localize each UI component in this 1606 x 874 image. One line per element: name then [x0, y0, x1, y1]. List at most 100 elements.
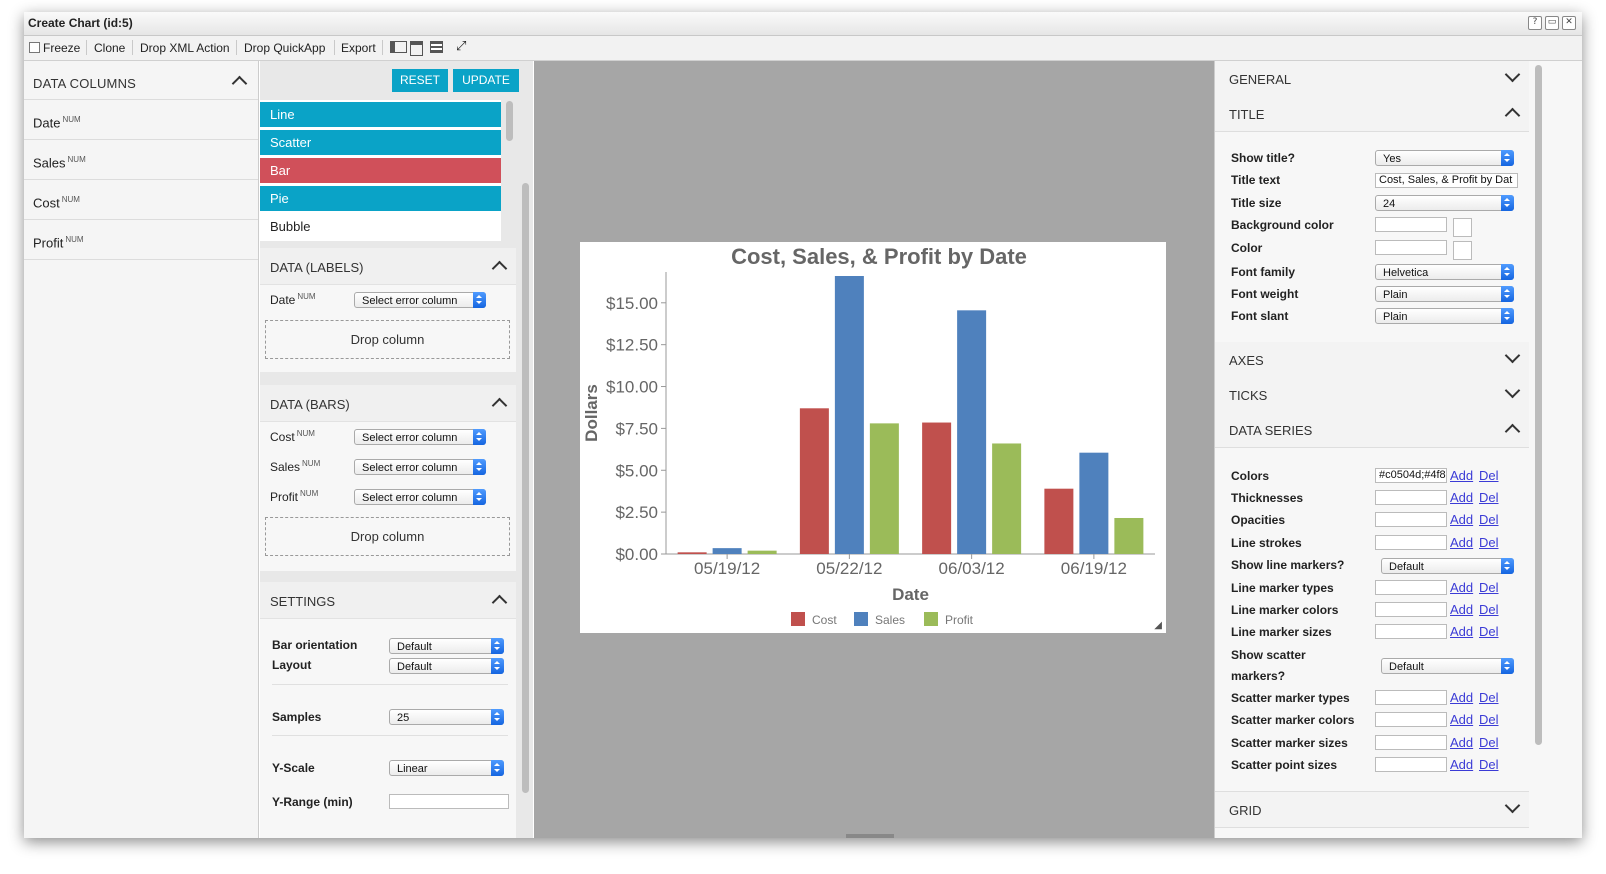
ticks-section-header[interactable]: TICKS	[1215, 377, 1529, 413]
error-column-select[interactable]: Select error column	[354, 459, 486, 475]
data-columns-header[interactable]: DATA COLUMNS	[24, 61, 258, 100]
collapse-chevron-icon[interactable]	[231, 75, 248, 92]
scatter-marker-types-del-link[interactable]: Del	[1479, 690, 1499, 705]
scatter-marker-colors-add-link[interactable]: Add	[1450, 712, 1474, 727]
freeze-checkbox[interactable]: Freeze	[29, 41, 80, 55]
opacities-input[interactable]	[1375, 512, 1447, 527]
column-item-cost[interactable]: Cost NUM	[24, 180, 258, 220]
font-weight-select[interactable]: Plain	[1375, 286, 1514, 302]
title-size-select[interactable]: 24	[1375, 195, 1514, 211]
drop-column-zone[interactable]: Drop column	[265, 517, 510, 556]
data-bars-header[interactable]: DATA (BARS)	[260, 385, 516, 422]
collapse-chevron-icon[interactable]	[491, 397, 508, 414]
column-item-date[interactable]: Date NUM	[24, 100, 258, 140]
drop-column-zone[interactable]: Drop column	[265, 320, 510, 359]
scatter-point-sizes-add-link[interactable]: Add	[1450, 757, 1474, 772]
show-scatter-markers-select[interactable]: Default	[1381, 658, 1514, 674]
title-text-input[interactable]: Cost, Sales, & Profit by Dat	[1375, 173, 1518, 188]
expand-icon[interactable]: ⤢	[456, 39, 467, 54]
error-column-select[interactable]: Select error column	[354, 489, 486, 505]
line-marker-types-del-link[interactable]: Del	[1479, 580, 1499, 595]
chart-type-pie[interactable]: Pie	[260, 186, 501, 211]
clone-button[interactable]: Clone	[94, 41, 126, 55]
drop-quickapp-button[interactable]: Drop QuickApp	[244, 41, 326, 55]
collapse-chevron-icon[interactable]	[491, 594, 508, 611]
type-list-scrollbar[interactable]	[506, 101, 513, 141]
thicknesses-input[interactable]	[1375, 490, 1447, 505]
layout-select[interactable]: Default	[389, 658, 504, 674]
column-item-profit[interactable]: Profit NUM	[24, 220, 258, 260]
background-color-input[interactable]	[1375, 217, 1447, 232]
colors-del-link[interactable]: Del	[1479, 468, 1499, 483]
axes-section-header[interactable]: AXES	[1215, 342, 1529, 378]
scatter-marker-sizes-input[interactable]	[1375, 735, 1447, 750]
show-title-select[interactable]: Yes	[1375, 150, 1514, 166]
show-line-markers-select[interactable]: Default	[1381, 558, 1514, 574]
line-strokes-del-link[interactable]: Del	[1479, 535, 1499, 550]
line-marker-types-add-link[interactable]: Add	[1450, 580, 1474, 595]
background-color-swatch[interactable]	[1453, 218, 1472, 237]
properties-scrollbar[interactable]	[1535, 65, 1542, 745]
line-marker-sizes-del-link[interactable]: Del	[1479, 624, 1499, 639]
colors-add-link[interactable]: Add	[1450, 468, 1474, 483]
config-scrollbar[interactable]	[522, 183, 529, 793]
y-range-min-input[interactable]	[389, 794, 509, 809]
update-button[interactable]: UPDATE	[453, 69, 519, 92]
chart-type-bar[interactable]: Bar	[260, 158, 501, 183]
thicknesses-add-link[interactable]: Add	[1450, 490, 1474, 505]
help-icon[interactable]: ?	[1528, 16, 1542, 30]
line-marker-sizes-add-link[interactable]: Add	[1450, 624, 1474, 639]
y-scale-select[interactable]: Linear	[389, 760, 504, 776]
general-section-header[interactable]: GENERAL	[1215, 61, 1529, 97]
layout-columns-icon[interactable]	[390, 41, 407, 53]
data-series-section-header[interactable]: DATA SERIES	[1215, 412, 1529, 448]
error-column-select[interactable]: Select error column	[354, 292, 486, 308]
font-family-select[interactable]: Helvetica	[1375, 264, 1514, 280]
line-marker-colors-add-link[interactable]: Add	[1450, 602, 1474, 617]
scatter-marker-sizes-del-link[interactable]: Del	[1479, 735, 1499, 750]
drop-xml-action-button[interactable]: Drop XML Action	[140, 41, 230, 55]
line-marker-colors-del-link[interactable]: Del	[1479, 602, 1499, 617]
chart-type-line[interactable]: Line	[260, 102, 501, 127]
scatter-point-sizes-del-link[interactable]: Del	[1479, 757, 1499, 772]
scatter-point-sizes-input[interactable]	[1375, 757, 1447, 772]
chart-type-scatter[interactable]: Scatter	[260, 130, 501, 155]
color-input[interactable]	[1375, 240, 1447, 255]
error-column-select[interactable]: Select error column	[354, 429, 486, 445]
column-item-sales[interactable]: Sales NUM	[24, 140, 258, 180]
restore-icon[interactable]: ▭	[1545, 16, 1559, 30]
thicknesses-del-link[interactable]: Del	[1479, 490, 1499, 505]
canvas-splitter[interactable]	[846, 834, 894, 838]
grid-section-header[interactable]: GRID	[1215, 791, 1529, 828]
line-marker-sizes-input[interactable]	[1375, 624, 1447, 639]
font-slant-select[interactable]: Plain	[1375, 308, 1514, 324]
samples-select[interactable]: 25	[389, 709, 504, 725]
opacities-add-link[interactable]: Add	[1450, 512, 1474, 527]
resize-handle-icon[interactable]: ◢	[1154, 620, 1162, 631]
settings-header[interactable]: SETTINGS	[260, 582, 516, 619]
layout-list-icon[interactable]	[430, 41, 443, 53]
scatter-marker-colors-del-link[interactable]: Del	[1479, 712, 1499, 727]
colors-input[interactable]: #c0504d;#4f8	[1375, 468, 1447, 483]
bar-orientation-select[interactable]: Default	[389, 638, 504, 654]
line-strokes-input[interactable]	[1375, 535, 1447, 550]
line-strokes-add-link[interactable]: Add	[1450, 535, 1474, 550]
color-swatch[interactable]	[1453, 241, 1472, 260]
layout-rows-icon[interactable]	[410, 41, 423, 56]
scatter-marker-types-add-link[interactable]: Add	[1450, 690, 1474, 705]
scatter-marker-sizes-add-link[interactable]: Add	[1450, 735, 1474, 750]
reset-button[interactable]: RESET	[392, 69, 448, 92]
collapse-chevron-icon[interactable]	[491, 260, 508, 277]
window-titlebar[interactable]: Create Chart (id:5) ? ▭ ✕	[24, 12, 1582, 36]
title-section-header[interactable]: TITLE	[1215, 96, 1529, 132]
chart-preview[interactable]: Cost, Sales, & Profit by Date $0.00 $2.50 $…	[580, 242, 1166, 633]
chart-type-bubble[interactable]: Bubble	[270, 219, 311, 234]
line-marker-types-input[interactable]	[1375, 580, 1447, 595]
line-marker-colors-input[interactable]	[1375, 602, 1447, 617]
close-icon[interactable]: ✕	[1562, 16, 1576, 30]
scatter-marker-colors-input[interactable]	[1375, 712, 1447, 727]
opacities-del-link[interactable]: Del	[1479, 512, 1499, 527]
scatter-marker-types-input[interactable]	[1375, 690, 1447, 705]
data-labels-header[interactable]: DATA (LABELS)	[260, 248, 516, 285]
export-button[interactable]: Export	[341, 41, 376, 55]
